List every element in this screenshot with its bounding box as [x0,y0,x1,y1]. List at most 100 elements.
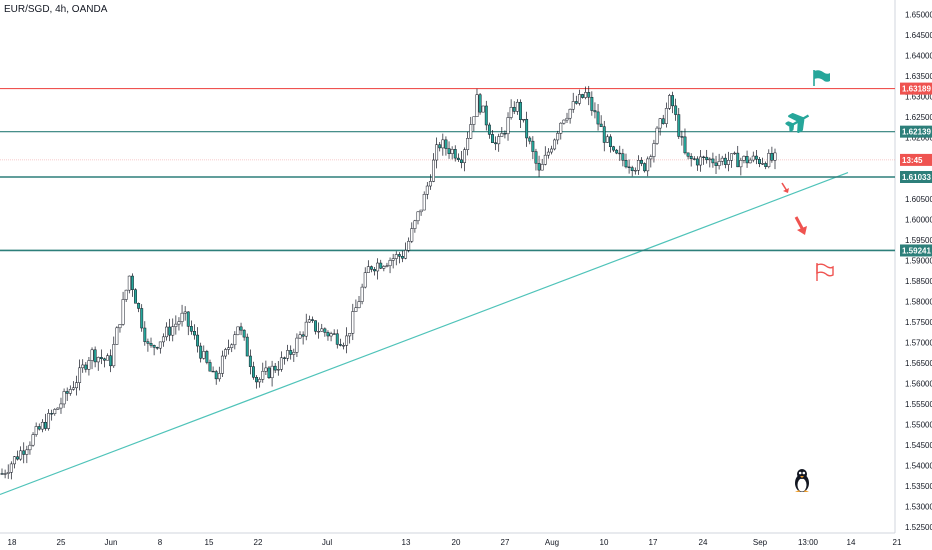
candle-body [168,326,172,336]
candle-body [121,299,125,325]
candle-body [286,350,290,359]
flag-outline [816,263,834,277]
candle [202,345,206,360]
candle [149,337,153,348]
candle [472,116,476,132]
candle [494,136,498,151]
candle [677,107,681,139]
candle-body [289,350,293,355]
candle [568,108,572,124]
candle [44,413,47,431]
candle-body [140,308,144,329]
candle-body [214,371,218,380]
candle-body [773,152,777,161]
candle [401,250,404,263]
candle-body [109,355,113,367]
candle-body [158,341,162,349]
candle-body [596,111,600,125]
candle-body [40,421,44,430]
candle [342,342,345,350]
candle [633,167,637,175]
candle-body [593,110,597,113]
price-tick-label: 1.56500 [905,359,932,368]
level-badge: 1.59241 [900,244,932,257]
candle [376,258,380,280]
candle-body [99,357,103,360]
candle [183,306,187,321]
candle [652,139,656,163]
candle-body [189,326,193,332]
flag-cloth [814,70,830,82]
candle [6,464,10,479]
candle-body [404,250,408,259]
candle [441,133,445,156]
candle [233,331,237,350]
candle-body [767,153,771,167]
candle [450,146,454,160]
candle-body [649,156,653,160]
price-tick-label: 1.59500 [905,236,932,245]
candle-body [34,426,38,435]
candle-body [447,148,451,154]
candle [397,252,401,264]
candle-body [199,345,203,359]
candle [267,366,271,379]
candle-body [93,349,97,363]
candle [239,322,243,336]
price-tick-label: 1.64000 [905,51,932,60]
candle [140,304,144,332]
candle [394,251,398,266]
candle-body [19,450,23,460]
candle-body [522,118,525,121]
price-tick-label: 1.60000 [905,215,932,224]
candle [93,346,97,368]
candle-body [633,170,637,172]
candle-body [78,367,82,383]
candle [556,130,560,145]
candle [279,351,283,372]
candle [174,315,178,335]
candle [283,356,286,365]
candle-body [270,365,274,379]
candle [373,267,376,276]
red-flag-icon [816,263,834,281]
candle-body [652,143,656,157]
candle-body [217,373,221,380]
candle [264,360,268,375]
candle-body [518,101,522,120]
candle-body [512,107,516,112]
candle [165,322,168,341]
candle-body [671,95,675,107]
candle [224,347,227,360]
candle [323,327,327,337]
candle [230,343,234,353]
candle-body [90,349,94,361]
candle [528,136,532,145]
teal-flag-icon [813,70,830,86]
candle-body [0,473,4,475]
candle-body [559,122,563,134]
candle-body [87,360,91,370]
candle-body [196,334,200,347]
candle-body [699,156,702,166]
candle-body [227,347,231,350]
candle-body [413,220,417,229]
candle [134,288,137,304]
candle-body [152,345,156,348]
candle [50,409,54,421]
candle [217,366,221,382]
candle-body [565,117,569,121]
candle-body [62,391,66,405]
candle [509,99,513,120]
candle [307,315,311,323]
candle [261,362,265,383]
candle-body [255,377,259,383]
candle-body [556,133,560,141]
candle [664,102,668,128]
level-badge: 1.62139 [900,125,932,138]
candle [739,157,743,176]
candle [636,155,640,175]
candle-body [708,158,712,161]
candle-body [298,334,302,339]
